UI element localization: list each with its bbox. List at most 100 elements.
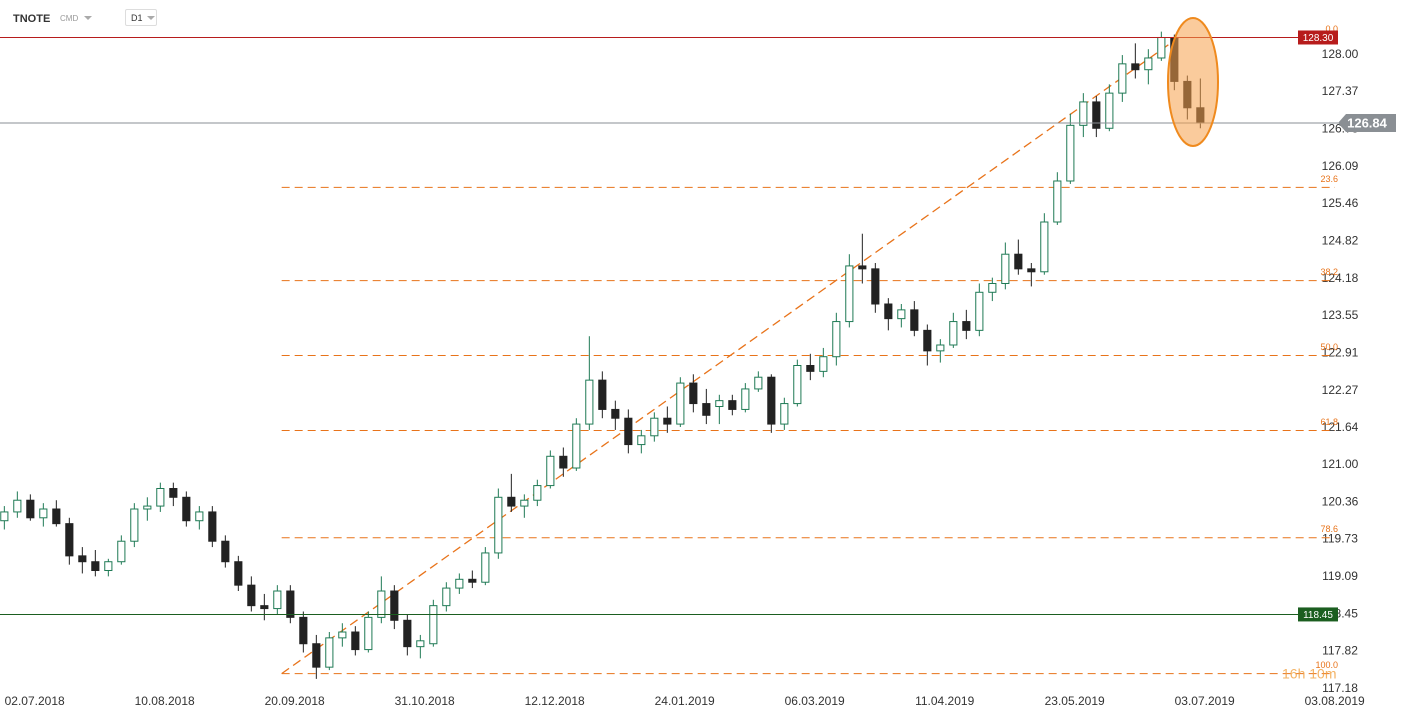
fib-label: 23.6 — [1320, 174, 1338, 184]
highlight-ellipse — [1167, 17, 1219, 147]
candle-body — [273, 590, 282, 610]
y-tick-label: 125.46 — [1322, 196, 1359, 210]
x-tick-label: 12.12.2018 — [525, 694, 585, 708]
candle-body — [676, 382, 685, 425]
candle-body — [221, 540, 230, 563]
y-tick-label: 128.00 — [1322, 47, 1359, 61]
candle-body — [1079, 101, 1088, 126]
level-tag — [1298, 30, 1338, 45]
candle-body — [26, 499, 35, 519]
x-tick-label: 20.09.2018 — [265, 694, 325, 708]
candle-body — [702, 403, 711, 416]
candle-body — [325, 637, 334, 668]
candle-body — [1105, 92, 1114, 129]
candle-body — [39, 508, 48, 519]
dropdown-arrow[interactable] — [84, 16, 93, 22]
candle-body — [1027, 268, 1036, 273]
fib-label: 100.0 — [1315, 660, 1338, 670]
symbol: TNOTE — [13, 13, 51, 25]
y-tick-label: 121.64 — [1322, 420, 1359, 434]
price-tag — [1338, 114, 1396, 133]
candle-body — [650, 417, 659, 437]
candle-body — [52, 508, 61, 525]
candle-body — [338, 631, 347, 639]
fib-label: 38.2 — [1320, 267, 1338, 277]
candle-body — [182, 496, 191, 522]
price-tag-label: 126.84 — [1347, 115, 1388, 130]
candle-body — [975, 291, 984, 331]
candle-body — [364, 616, 373, 651]
candle-body — [715, 400, 724, 408]
y-tick-label: 120.36 — [1322, 495, 1359, 509]
x-tick-label: 10.08.2018 — [135, 694, 195, 708]
candle-body — [637, 435, 646, 446]
x-tick-label: 11.04.2019 — [915, 694, 974, 708]
candle-body — [455, 578, 464, 589]
y-tick-label: 127.37 — [1322, 84, 1359, 98]
y-tick-label: 117.18 — [1322, 681, 1358, 695]
candle-body — [1066, 124, 1075, 182]
candle-body — [1053, 180, 1062, 223]
level-tag-label: 128.30 — [1303, 33, 1334, 44]
x-tick-label: 24.01.2019 — [655, 694, 715, 708]
candle-body — [611, 408, 620, 419]
interval: D1 — [131, 13, 143, 23]
candle-body — [572, 423, 581, 469]
candle-body — [962, 321, 971, 331]
y-tick-label: 121.00 — [1322, 457, 1359, 471]
candle-body — [598, 379, 607, 410]
candle-body — [1131, 63, 1140, 71]
candle-body — [143, 505, 152, 510]
y-tick-label: 124.82 — [1322, 233, 1359, 247]
x-tick-label: 23.05.2019 — [1045, 694, 1105, 708]
candle-body — [208, 511, 217, 542]
candle-body — [871, 268, 880, 305]
candle-body — [793, 365, 802, 405]
candle-body — [377, 590, 386, 618]
candle-body — [754, 376, 763, 390]
candle-body — [910, 309, 919, 331]
candle-body — [1144, 57, 1153, 71]
fib-label: 78.6 — [1320, 524, 1338, 534]
x-tick-label: 03.07.2019 — [1175, 694, 1235, 708]
candle-body — [559, 455, 568, 469]
countdown: 16h 10m — [1282, 666, 1336, 682]
candle-body — [546, 455, 555, 487]
candle-body — [780, 403, 789, 425]
candle-body — [416, 640, 425, 648]
candle-body — [195, 511, 204, 522]
candle-body — [468, 578, 477, 583]
x-tick-label: 31.10.2018 — [395, 694, 455, 708]
candle-body — [0, 511, 9, 522]
candle-body — [286, 590, 295, 618]
trend-line — [281, 36, 1180, 675]
candle-body — [832, 321, 841, 358]
candle-body — [884, 303, 893, 320]
candle-body — [247, 584, 256, 607]
market[interactable]: CMD — [60, 14, 79, 23]
y-tick-label: 126.09 — [1322, 159, 1359, 173]
candle-body — [806, 365, 815, 372]
level-tag — [1298, 607, 1338, 622]
fib-label: 61.8 — [1320, 417, 1338, 427]
interval-select[interactable]: D1 — [125, 9, 157, 26]
candle-body — [299, 616, 308, 645]
candle-body — [507, 496, 516, 507]
candle-body — [1118, 63, 1127, 94]
candle-body — [403, 619, 412, 648]
y-tick-label: 119.09 — [1322, 569, 1358, 583]
candle-body — [78, 555, 87, 563]
candle-body — [481, 552, 490, 583]
candle-body — [520, 499, 529, 507]
candle-body — [728, 400, 737, 410]
candle-body — [663, 417, 672, 425]
y-tick-label: 117.82 — [1322, 644, 1358, 658]
candle-body — [1092, 101, 1101, 129]
candle-body — [936, 344, 945, 352]
candle-body — [351, 631, 360, 651]
candle-body — [533, 485, 542, 501]
candle-body — [130, 508, 139, 542]
candle-body — [988, 282, 997, 293]
